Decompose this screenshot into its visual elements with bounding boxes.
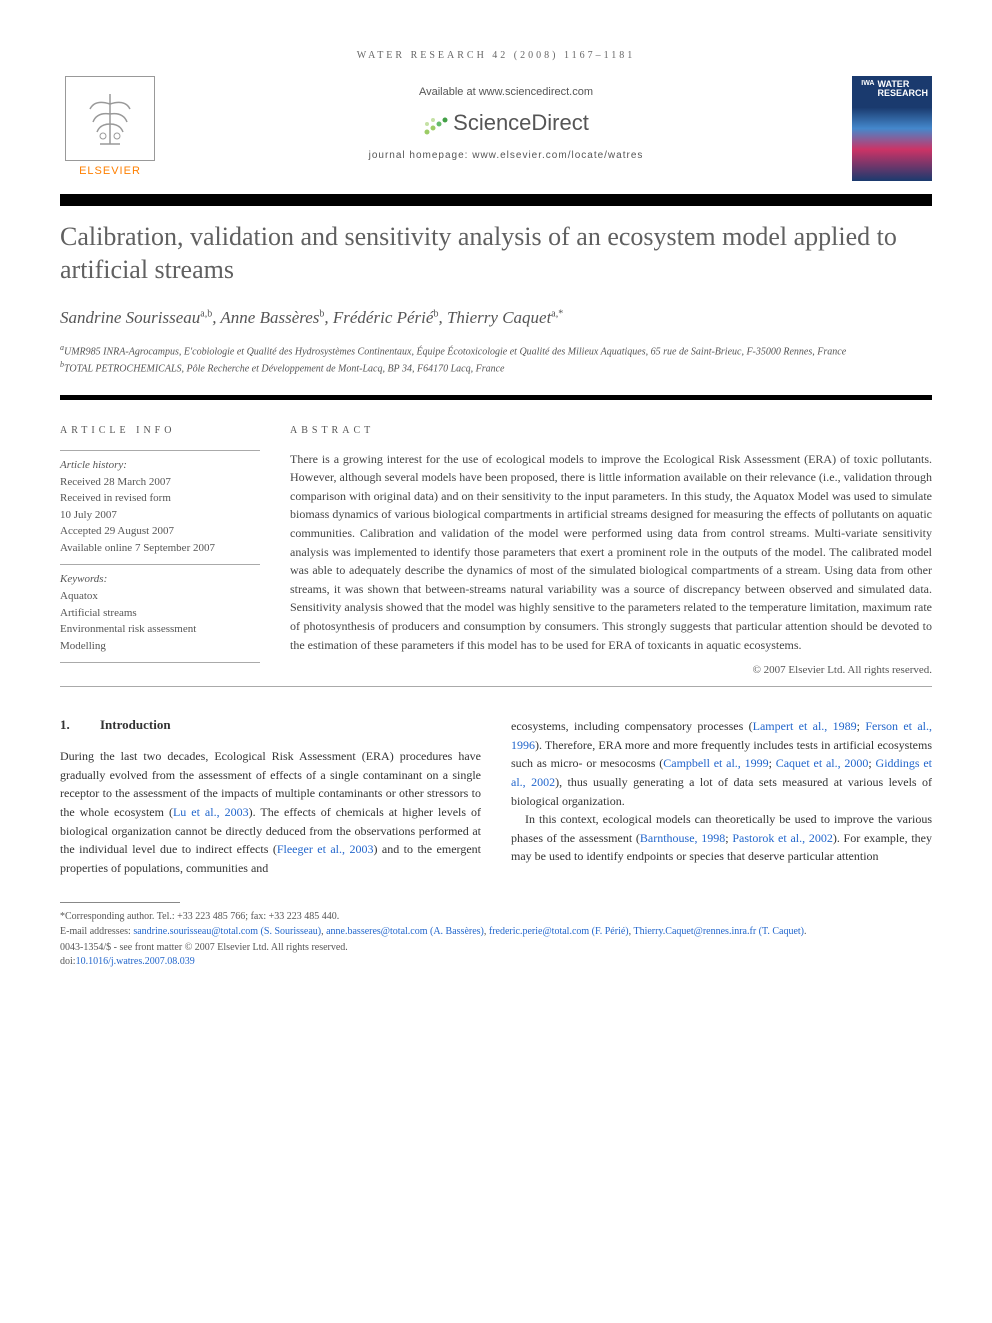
revised2: 10 July 2007 [60,507,260,524]
abstract-copyright: © 2007 Elsevier Ltd. All rights reserved… [290,664,932,676]
elsevier-logo: ELSEVIER [60,76,160,186]
online: Available online 7 September 2007 [60,540,260,557]
journal-homepage: journal homepage: www.elsevier.com/locat… [160,150,852,161]
cite-fleeger2003[interactable]: Fleeger et al., 2003 [277,842,374,856]
history-label: Article history: [60,459,260,471]
footnote: *Corresponding author. Tel.: +33 223 485… [60,909,932,939]
email-caquet[interactable]: Thierry.Caquet@rennes.inra.fr (T. Caquet… [633,926,804,937]
keyword-1: Artificial streams [60,605,260,622]
footnote-divider [60,902,180,903]
body-text-right: ecosystems, including compensatory proce… [511,717,932,866]
elsevier-name: ELSEVIER [79,165,141,177]
email-sourisseau[interactable]: sandrine.sourisseau@total.com (S. Souris… [133,926,321,937]
keywords-label: Keywords: [60,573,260,585]
top-bar: ELSEVIER Available at www.sciencedirect.… [60,76,932,186]
cover-iwa: IWA [861,80,874,87]
cite-barnthouse1998[interactable]: Barnthouse, 1998 [640,831,725,845]
keyword-2: Environmental risk assessment [60,621,260,638]
accepted: Accepted 29 August 2007 [60,523,260,540]
sciencedirect-text: ScienceDirect [453,110,589,135]
corresponding-author: *Corresponding author. Tel.: +33 223 485… [60,909,932,924]
available-at: Available at www.sciencedirect.com [160,86,852,98]
issn-line: 0043-1354/$ - see front matter © 2007 El… [60,942,932,953]
sciencedirect-logo: ScienceDirect [160,110,852,136]
keyword-0: Aquatox [60,588,260,605]
doi-line: doi:10.1016/j.watres.2007.08.039 [60,956,932,967]
abstract-column: ABSTRACT There is a growing interest for… [290,425,932,677]
cite-caquet2000[interactable]: Caquet et al., 2000 [776,756,869,770]
article-info-heading: ARTICLE INFO [60,425,260,436]
body-col-left: 1.Introduction During the last two decad… [60,717,481,877]
revised1: Received in revised form [60,490,260,507]
abstract-heading: ABSTRACT [290,425,932,436]
cite-lampert1989[interactable]: Lampert et al., 1989 [753,719,857,733]
header-citation: WATER RESEARCH 42 (2008) 1167–1181 [60,50,932,61]
section-num: 1. [60,717,100,733]
cite-pastorok2002[interactable]: Pastorok et al., 2002 [732,831,833,845]
black-bar [60,194,932,206]
article-title: Calibration, validation and sensitivity … [60,221,932,286]
received: Received 28 March 2007 [60,474,260,491]
affiliation-a: aUMR985 INRA-Agrocampus, E'cobiologie et… [60,342,932,359]
cite-campbell1999[interactable]: Campbell et al., 1999 [663,756,768,770]
affiliations: aUMR985 INRA-Agrocampus, E'cobiologie et… [60,342,932,377]
section-heading: 1.Introduction [60,717,481,733]
center-header: Available at www.sciencedirect.com Scien… [160,76,852,161]
emails: E-mail addresses: sandrine.sourisseau@to… [60,924,932,939]
authors: Sandrine Sourisseaua,b, Anne Bassèresb, … [60,308,932,328]
doi-link[interactable]: 10.1016/j.watres.2007.08.039 [76,956,195,967]
sd-dots-icon [423,114,449,136]
email-perie[interactable]: frederic.perie@total.com (F. Périé) [489,926,629,937]
article-info: ARTICLE INFO Article history: Received 2… [60,425,260,677]
body-text-left: During the last two decades, Ecological … [60,747,481,877]
email-basseres[interactable]: anne.basseres@total.com (A. Bassères) [326,926,484,937]
elsevier-tree-icon [65,76,155,161]
cite-lu2003[interactable]: Lu et al., 2003 [173,805,249,819]
abstract-text: There is a growing interest for the use … [290,450,932,655]
keyword-3: Modelling [60,638,260,655]
cover-line2: RESEARCH [877,89,928,98]
affiliation-b: bTOTAL PETROCHEMICALS, Pôle Recherche et… [60,359,932,376]
section-title: Introduction [100,717,171,732]
body-col-right: ecosystems, including compensatory proce… [511,717,932,877]
black-bar-thin [60,395,932,400]
journal-cover: IWA WATER RESEARCH [852,76,932,181]
